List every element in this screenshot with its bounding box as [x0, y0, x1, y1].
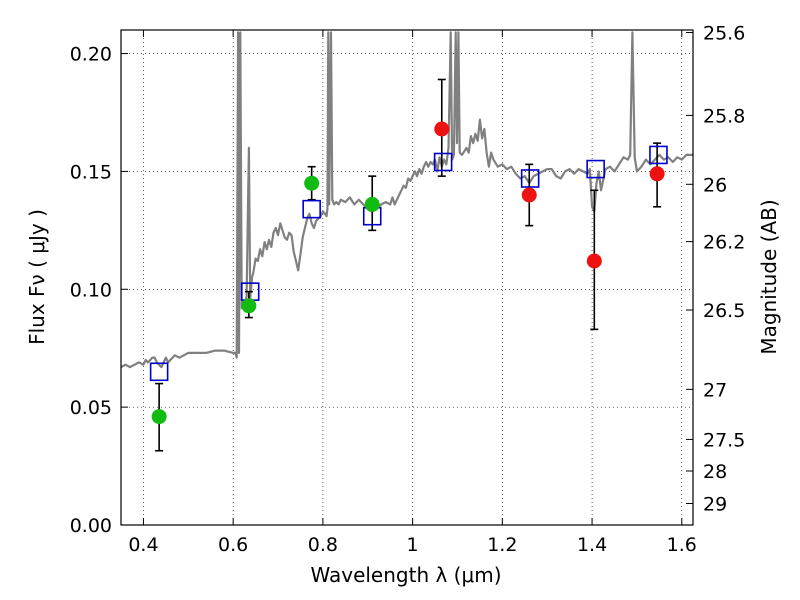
model-photometry-square — [302, 199, 321, 219]
y-axis-title: Flux Fν ( μJy ) — [25, 209, 49, 345]
model-photometry-square — [149, 362, 169, 382]
observed-flux-point — [649, 166, 665, 182]
model-photometry-square — [520, 169, 540, 188]
observed-flux-point — [586, 253, 602, 269]
x-tick-label: 1.6 — [667, 534, 697, 556]
model-photometry-square — [433, 152, 453, 172]
plot-area — [121, 31, 693, 452]
x-tick-label: 1.2 — [487, 534, 517, 556]
model-photometry-square — [586, 159, 605, 179]
y2-tick-label: 27 — [703, 379, 727, 401]
y-tick-label: 0.05 — [70, 397, 112, 419]
observed-flux-point — [434, 121, 450, 137]
y2-tick-label: 26.5 — [703, 300, 745, 322]
x-tick-label: 0.6 — [218, 534, 248, 556]
observed-flux-point — [241, 298, 257, 314]
y-tick-label: 0.20 — [70, 44, 112, 66]
model-photometry-square — [649, 145, 668, 165]
y2-tick-label: 25.6 — [703, 23, 745, 45]
model-spectrum-line — [121, 31, 693, 369]
y-tick-label: 0.15 — [70, 161, 112, 183]
x-tick-label: 0.4 — [128, 534, 158, 556]
observed-flux-point — [151, 409, 167, 425]
observed-flux-point — [364, 196, 380, 212]
x-tick-label: 0.8 — [308, 534, 338, 556]
y2-tick-label: 26.2 — [703, 232, 745, 254]
x-tick-label: 1.4 — [577, 534, 607, 556]
y2-tick-label: 28 — [703, 461, 727, 483]
x-axis-title: Wavelength λ (μm) — [310, 563, 501, 587]
y2-tick-label: 29 — [703, 494, 727, 516]
x-tick-label: 1 — [407, 534, 419, 556]
plot-frame — [120, 29, 694, 526]
y2-tick-label: 26 — [703, 174, 727, 196]
y-tick-label: 0.00 — [70, 515, 112, 537]
observed-flux-point — [304, 175, 320, 191]
axis-ticks: 0.4 0.6 0.8 1 1.2 1.4 1.6 0.00 0.05 0.10 0.15 0.20 2… — [70, 23, 746, 556]
y2-tick-label: 27.5 — [703, 429, 745, 451]
y-tick-label: 0.10 — [70, 279, 112, 301]
y2-axis-title: Magnitude (AB) — [757, 199, 781, 354]
observed-flux-point — [521, 187, 537, 203]
y2-tick-label: 25.8 — [703, 105, 745, 127]
